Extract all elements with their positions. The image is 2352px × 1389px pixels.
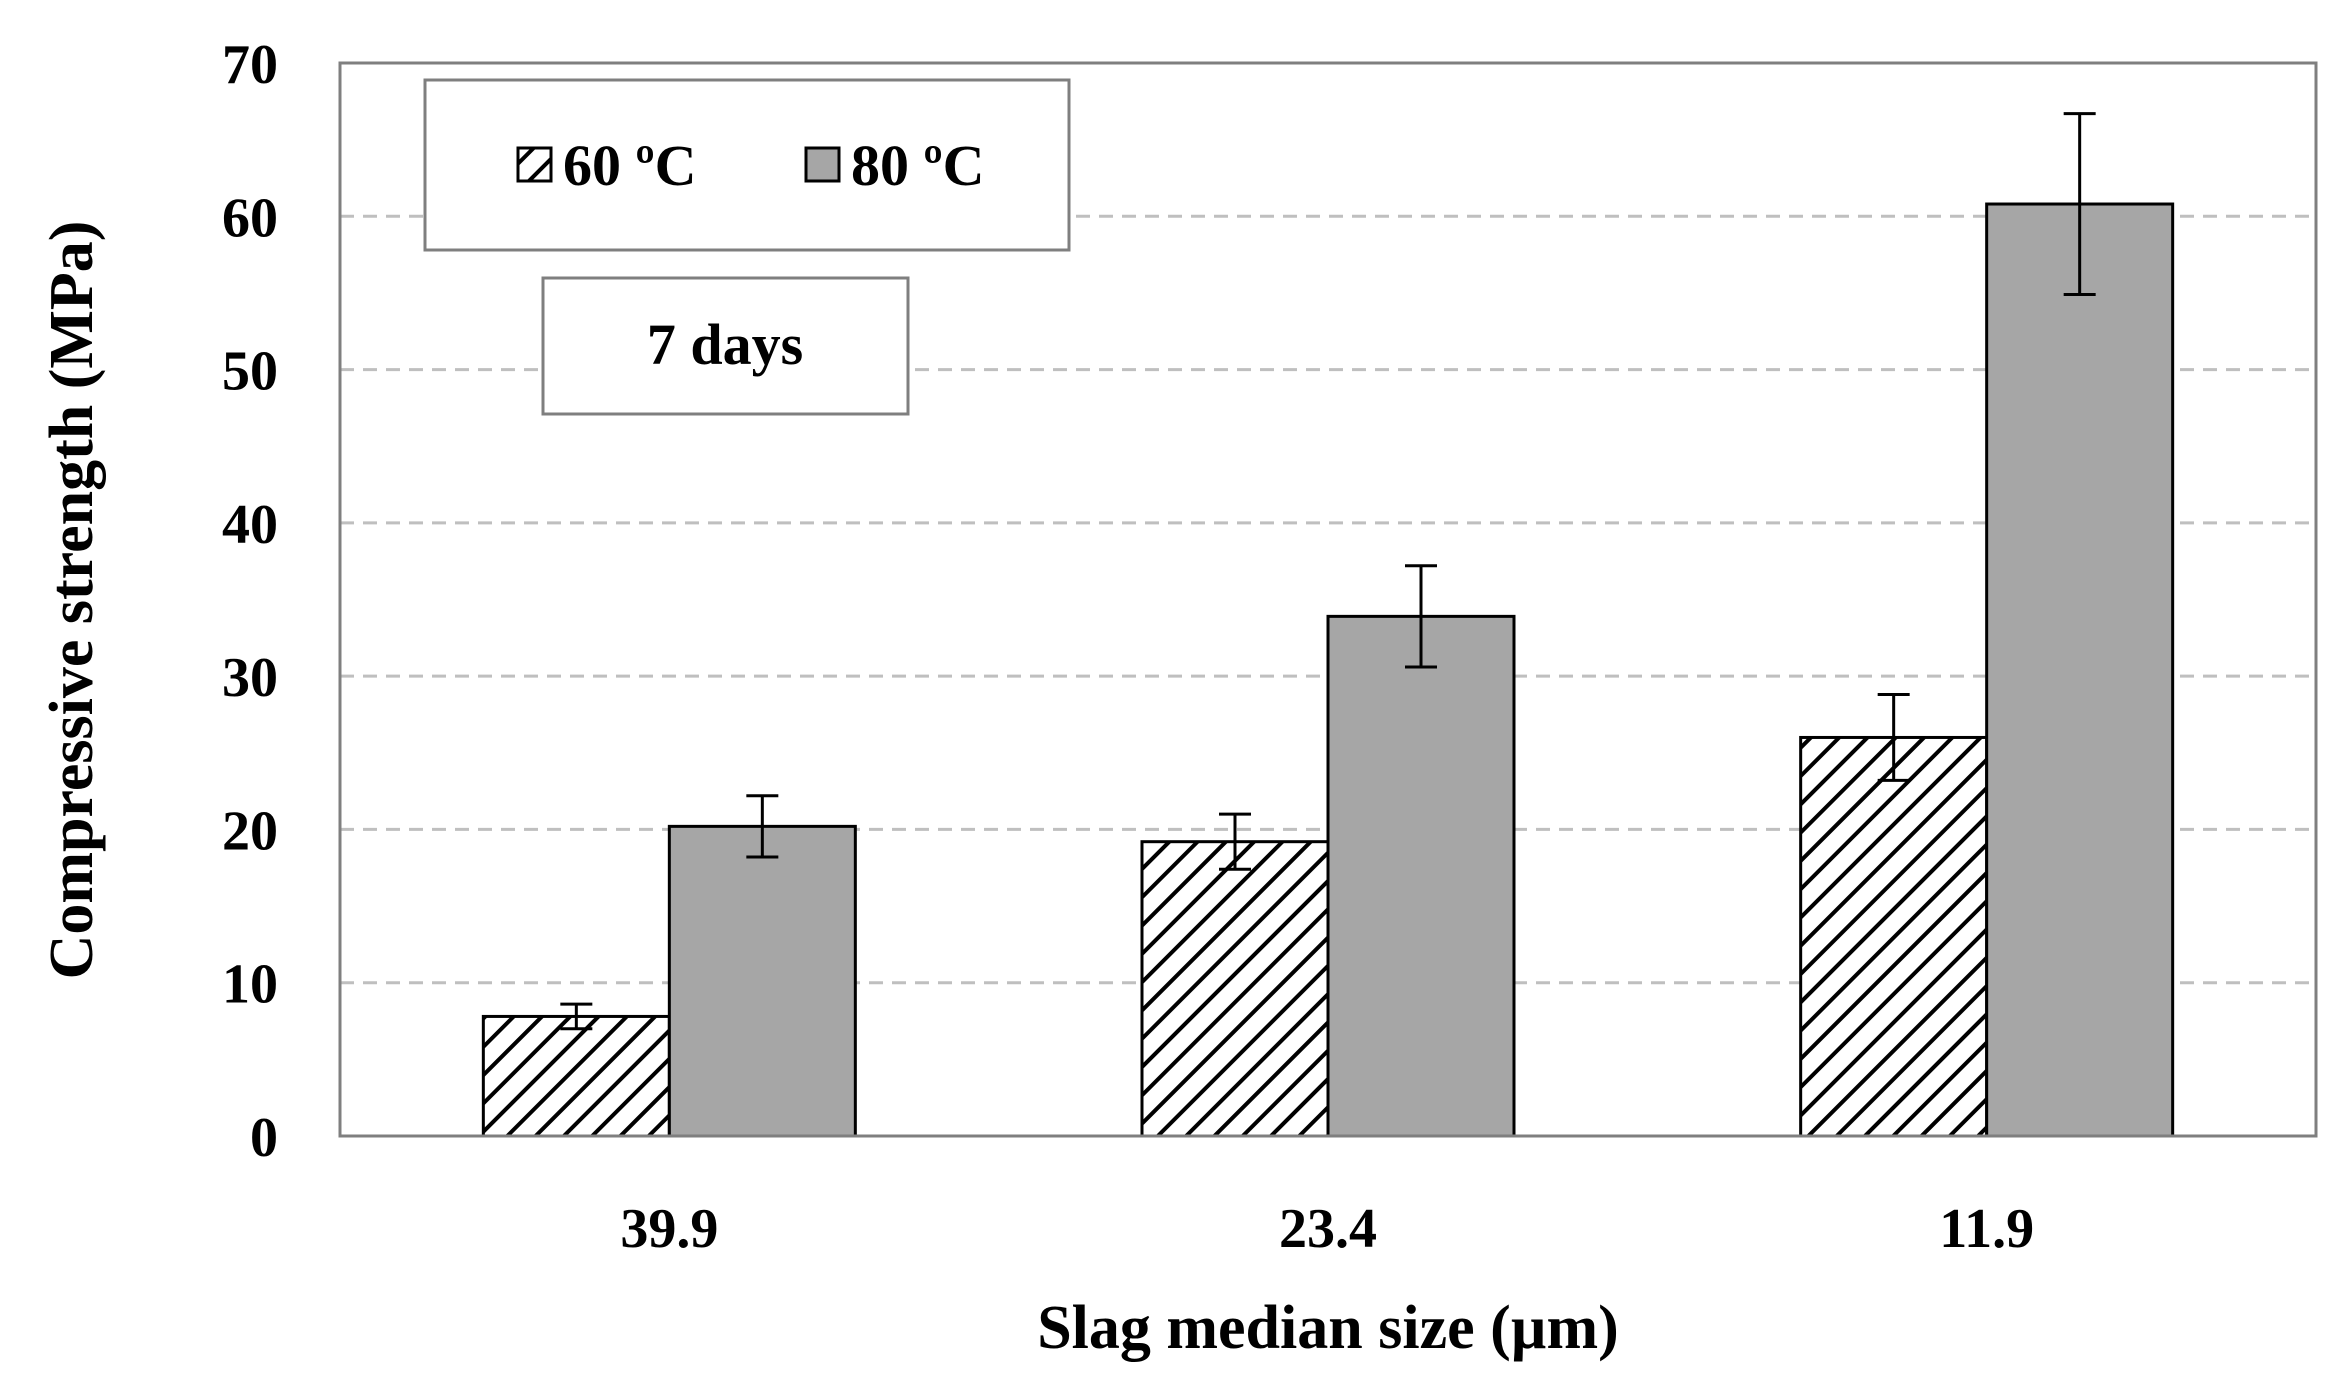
y-axis-title: Compressive strength (MPa) [38, 221, 106, 980]
legend-label-80c: 80 ºC [851, 133, 985, 198]
x-tick-label-11.9: 11.9 [1939, 1198, 2034, 1260]
y-tick-label-0: 0 [250, 1107, 278, 1169]
bar-80c-11.9 [1985, 202, 2175, 1138]
y-tick-label-50: 50 [222, 341, 278, 403]
legend-swatch-hatched [516, 146, 553, 183]
bar-60c-23.4 [1140, 840, 1330, 1138]
y-tick-label-40: 40 [222, 494, 278, 556]
bars [481, 202, 2175, 1138]
annotation-box: 7 days [541, 276, 910, 416]
error-bar-80c-23.4 [1405, 564, 1437, 669]
bar-80c-39.9 [667, 824, 857, 1138]
error-bar-60c-11.9 [1877, 693, 1910, 782]
error-bars [560, 112, 2096, 1031]
y-axis-tick-labels: 0 10 20 30 40 50 60 70 [222, 34, 278, 1169]
legend-swatch-solid [804, 146, 841, 183]
legend: 60 ºC 80 ºC [423, 78, 1071, 252]
error-bar-60c-39.9 [560, 1002, 593, 1031]
error-bar-80c-39.9 [746, 794, 779, 859]
bar-60c-39.9 [481, 1014, 671, 1138]
error-bar-60c-23.4 [1219, 812, 1251, 871]
x-tick-label-39.9: 39.9 [620, 1198, 718, 1260]
annotation-frame [541, 276, 910, 416]
x-axis-tick-labels: 39.9 23.4 11.9 [620, 1198, 2034, 1260]
bar-80c-23.4 [1326, 614, 1516, 1138]
y-tick-label-70: 70 [222, 34, 278, 96]
x-tick-label-23.4: 23.4 [1279, 1198, 1377, 1260]
x-axis-title: Slag median size (µm) [1037, 1294, 1619, 1362]
plot-area-frame [338, 61, 2318, 1138]
annotation-text: 7 days [647, 312, 803, 377]
legend-label-60c: 60 ºC [563, 133, 697, 198]
y-tick-label-60: 60 [222, 187, 278, 249]
y-tick-label-20: 20 [222, 800, 278, 862]
y-tick-label-30: 30 [222, 647, 278, 709]
error-bar-80c-11.9 [2063, 112, 2096, 296]
y-tick-label-10: 10 [222, 954, 278, 1016]
bar-60c-11.9 [1799, 735, 1989, 1138]
